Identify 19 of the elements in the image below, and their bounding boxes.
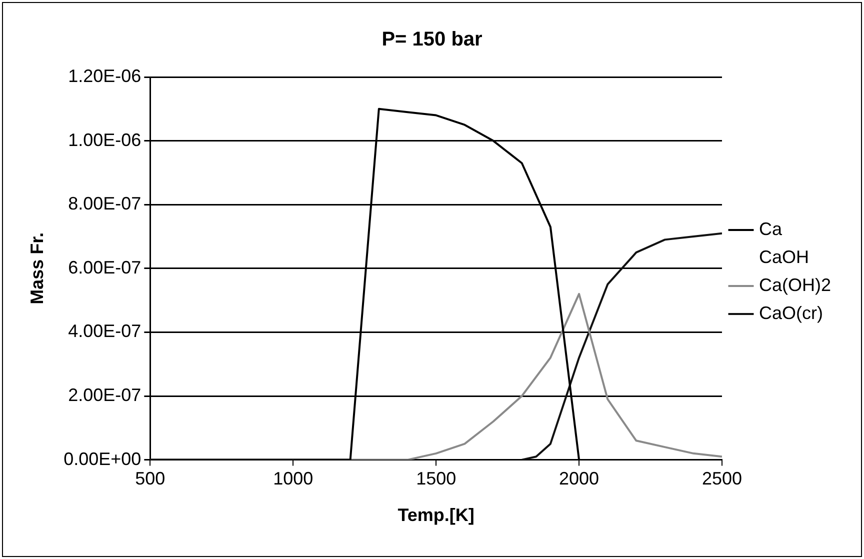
y-tick-label: 2.00E-07 [68, 384, 142, 405]
x-tick-label: 1000 [273, 468, 314, 489]
y-axis-title: Mass Fr. [26, 232, 47, 304]
x-axis-title: Temp.[K] [398, 505, 474, 526]
legend-label: CaO(cr) [758, 302, 823, 323]
legend-label: Ca [758, 218, 783, 239]
y-tick-label: 8.00E-07 [68, 194, 142, 214]
y-tick-label: 0.00E+00 [64, 448, 142, 469]
y-tick-label: 1.00E-06 [68, 130, 142, 150]
text: CaOH [758, 246, 810, 267]
x-tick-label: 2000 [559, 468, 600, 489]
y-tick-label: 1.20E-06 [68, 66, 142, 86]
x-tick-label: 500 [135, 468, 166, 489]
y-tick-label: 6.00E-07 [68, 257, 142, 278]
x-tick-label: 1500 [416, 468, 456, 489]
legend-label: Ca(OH)2 [758, 274, 832, 295]
y-tick-label: 4.00E-07 [68, 321, 142, 342]
chart-title: P= 150 bar [382, 28, 483, 51]
x-tick-label: 2500 [702, 468, 742, 489]
